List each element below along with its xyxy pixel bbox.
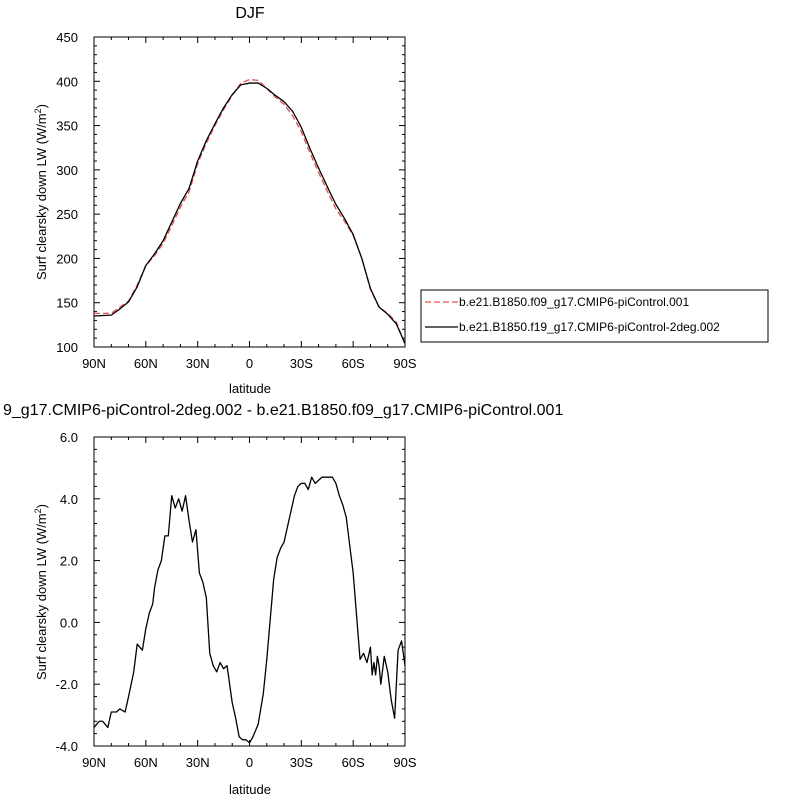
top-y-tick-label: 200 [56, 251, 78, 266]
legend-label-series-1: b.e21.B1850.f09_g17.CMIP6-piControl.001 [459, 295, 689, 309]
top-y-tick-label: 350 [56, 119, 78, 134]
bottom-series-line-1 [93, 476, 406, 744]
top-series-line-1 [94, 78, 406, 345]
top-y-axis-label: Surf clearsky down LW (W/m2) [33, 104, 49, 280]
bottom-x-tick-label: 30S [290, 755, 313, 770]
top-y-tick-label: 300 [56, 163, 78, 178]
bottom-x-tick-label: 60S [342, 755, 365, 770]
bottom-y-tick-label: 0.0 [60, 615, 78, 630]
top-y-tick-label: 100 [56, 340, 78, 355]
top-y-tick-label: 250 [56, 207, 78, 222]
bottom-x-tick-label: 90N [82, 755, 106, 770]
bottom-ticks: 90N 60N 30N 0 30S 60S 90S -4.0 -2.0 0.0 2.0 4.0 6.0 [56, 430, 417, 770]
top-y-tick-label: 400 [56, 74, 78, 89]
bottom-y-tick-label: 6.0 [60, 430, 78, 445]
bottom-y-axis-label: Surf clearsky down LW (W/m2) [33, 504, 49, 680]
bottom-chart-title: 9_g17.CMIP6-piControl-2deg.002 - b.e21.B… [3, 402, 563, 419]
bottom-y-tick-label: -2.0 [56, 677, 78, 692]
bottom-y-tick-label: 2.0 [60, 554, 78, 569]
legend-label-series-2: b.e21.B1850.f19_g17.CMIP6-piControl-2deg… [459, 320, 720, 334]
top-series-group [93, 78, 406, 345]
bottom-x-tick-label: 60N [134, 755, 158, 770]
top-y-axis-label-end: ) [34, 104, 49, 108]
bottom-x-tick-label: 90S [393, 755, 416, 770]
bottom-y-axis-label-main: Surf clearsky down LW (W/m [34, 513, 49, 680]
bottom-series-group [93, 476, 406, 744]
top-y-axis-label-main: Surf clearsky down LW (W/m [34, 113, 49, 280]
top-x-tick-label: 60S [342, 356, 365, 371]
legend: b.e21.B1850.f09_g17.CMIP6-piControl.001 … [420, 289, 769, 343]
top-x-axis-label: latitude [229, 381, 271, 396]
top-x-tick-label: 60N [134, 356, 158, 371]
top-y-tick-label: 150 [56, 296, 78, 311]
top-chart-title: DJF [235, 5, 265, 22]
bottom-y-tick-label: 4.0 [60, 492, 78, 507]
bottom-y-tick-label: -4.0 [56, 739, 78, 754]
bottom-x-axis-label: latitude [229, 782, 271, 797]
top-x-tick-label: 30S [290, 356, 313, 371]
bottom-y-axis-label-end: ) [34, 504, 49, 508]
bottom-x-tick-label: 30N [186, 755, 210, 770]
top-series-line-2 [93, 82, 406, 344]
bottom-plot-frame [93, 436, 406, 747]
top-x-tick-label: 30N [186, 356, 210, 371]
top-x-tick-label: 0 [246, 356, 253, 371]
bottom-y-axis-label-sup: 2 [33, 508, 43, 513]
top-y-axis-label-sup: 2 [33, 108, 43, 113]
top-x-tick-label: 90N [82, 356, 106, 371]
top-panel: DJF 90N 60N 30N 0 30S 60S 90S 100 150 200 250 300 35… [33, 5, 417, 396]
top-x-tick-label: 90S [393, 356, 416, 371]
top-y-tick-label: 450 [56, 30, 78, 45]
bottom-panel: 9_g17.CMIP6-piControl-2deg.002 - b.e21.B… [3, 402, 563, 797]
top-ticks: 90N 60N 30N 0 30S 60S 90S 100 150 200 250 300 350 400… [56, 30, 417, 371]
bottom-x-tick-label: 0 [246, 755, 253, 770]
legend-box [420, 289, 769, 343]
